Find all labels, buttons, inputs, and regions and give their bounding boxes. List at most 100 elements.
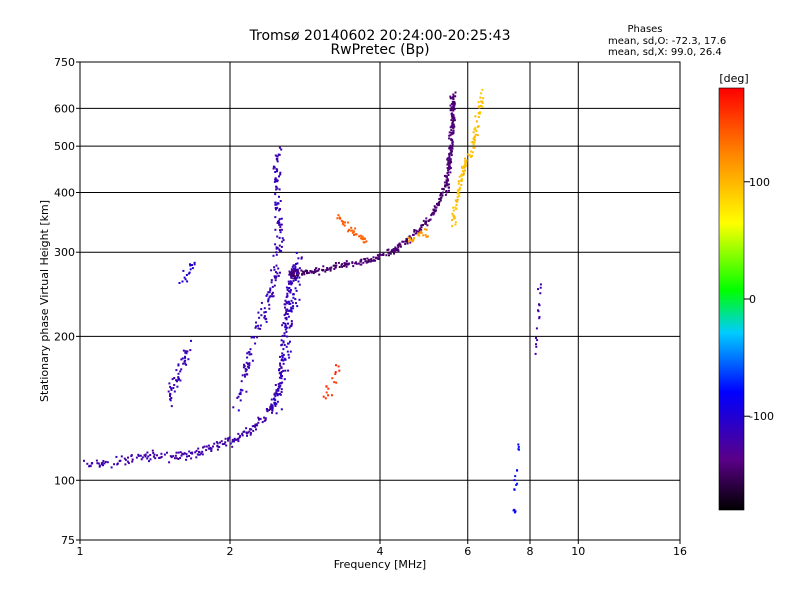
data-point xyxy=(205,445,208,448)
data-point xyxy=(263,315,266,318)
data-point xyxy=(470,141,473,144)
y-tick-label: 75 xyxy=(61,534,75,547)
data-point xyxy=(448,163,451,166)
data-point xyxy=(470,150,472,153)
data-point xyxy=(174,454,177,457)
data-point xyxy=(268,303,271,306)
data-point xyxy=(260,314,263,317)
data-point xyxy=(270,398,273,401)
data-point xyxy=(280,148,283,151)
data-point xyxy=(177,458,180,460)
data-point xyxy=(173,384,176,386)
data-point xyxy=(278,195,280,198)
data-point xyxy=(276,206,279,209)
data-point xyxy=(100,462,103,465)
data-point xyxy=(274,154,277,157)
data-point xyxy=(285,318,288,321)
colorbar-ticks: 100 0 -100 xyxy=(744,176,774,423)
data-point xyxy=(181,452,184,455)
data-point xyxy=(421,224,424,227)
data-point xyxy=(447,169,450,172)
data-point xyxy=(247,363,249,365)
data-point xyxy=(481,88,484,91)
data-point xyxy=(535,337,537,339)
data-point xyxy=(539,286,542,289)
data-point xyxy=(413,229,416,231)
data-point xyxy=(286,335,289,338)
data-point xyxy=(452,129,455,132)
data-point xyxy=(405,240,408,243)
data-point xyxy=(361,238,364,241)
data-point xyxy=(449,134,452,137)
data-point xyxy=(97,462,100,465)
data-point xyxy=(448,154,451,156)
data-point xyxy=(399,245,402,248)
data-point xyxy=(177,364,180,367)
data-point xyxy=(267,300,270,303)
data-point xyxy=(420,231,423,234)
data-point xyxy=(209,446,212,449)
data-point xyxy=(432,209,435,212)
data-point xyxy=(263,307,266,310)
data-point xyxy=(422,219,425,222)
data-point xyxy=(460,175,463,178)
data-point xyxy=(463,165,465,168)
data-point xyxy=(341,265,344,268)
data-point xyxy=(231,438,234,441)
data-point xyxy=(246,352,249,355)
data-point xyxy=(197,447,200,450)
data-point xyxy=(274,399,277,402)
data-point xyxy=(257,416,260,419)
data-point xyxy=(245,361,248,364)
data-point xyxy=(274,403,276,406)
data-point xyxy=(278,249,281,252)
data-point xyxy=(450,219,453,222)
data-point xyxy=(282,348,285,351)
data-point xyxy=(280,372,282,375)
data-point xyxy=(328,267,331,270)
data-point xyxy=(474,115,477,118)
data-point xyxy=(289,271,292,274)
data-point xyxy=(448,162,451,165)
data-point xyxy=(424,234,427,237)
data-point xyxy=(250,428,253,431)
data-point xyxy=(373,259,376,262)
stats-heading: Phases xyxy=(627,24,662,35)
data-point xyxy=(405,237,408,240)
data-point xyxy=(284,299,287,302)
data-point xyxy=(175,379,178,382)
data-point xyxy=(337,214,340,217)
data-point xyxy=(274,203,277,206)
data-point xyxy=(291,301,294,304)
data-point xyxy=(451,139,453,142)
data-point xyxy=(447,167,450,170)
data-point xyxy=(292,296,295,299)
data-point xyxy=(184,351,187,354)
data-point xyxy=(249,348,252,351)
data-point xyxy=(481,100,484,103)
colorbar xyxy=(718,87,745,511)
data-point xyxy=(301,273,304,276)
data-point xyxy=(273,268,276,271)
data-point xyxy=(278,368,281,370)
data-point xyxy=(285,301,288,303)
data-point xyxy=(477,101,480,104)
data-point xyxy=(170,387,173,390)
data-point xyxy=(278,376,281,379)
data-point xyxy=(539,283,542,286)
data-point xyxy=(154,457,157,460)
data-point xyxy=(437,204,440,207)
data-point xyxy=(290,309,293,312)
data-point xyxy=(473,135,476,138)
data-point xyxy=(534,352,537,355)
data-point xyxy=(454,91,457,94)
data-point xyxy=(284,325,287,327)
data-point xyxy=(454,206,457,209)
data-point xyxy=(426,224,429,227)
data-point xyxy=(130,455,133,458)
data-point xyxy=(278,248,281,251)
data-point xyxy=(451,122,454,125)
data-point xyxy=(334,266,337,269)
data-point xyxy=(433,212,436,215)
data-point xyxy=(201,453,204,456)
